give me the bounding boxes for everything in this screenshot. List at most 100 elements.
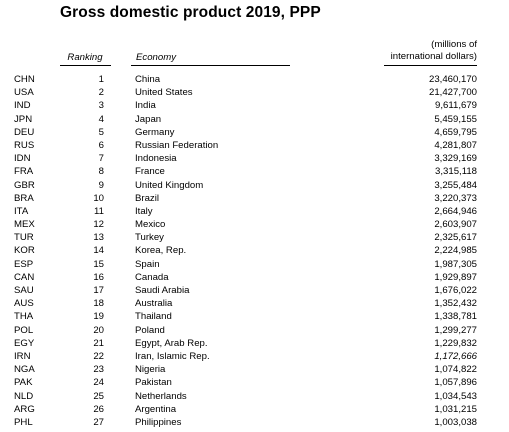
country-code: DEU bbox=[14, 126, 35, 138]
country-code: NLD bbox=[14, 390, 34, 402]
economy-column-header: Economy bbox=[136, 52, 176, 63]
country-code: MEX bbox=[14, 219, 35, 231]
gdp-value-cell: 1,676,022 bbox=[434, 285, 477, 296]
country-code: ITA bbox=[14, 205, 29, 217]
country-code: IND bbox=[14, 100, 31, 112]
economy-cell: Canada bbox=[135, 271, 169, 283]
gdp-value-cell: 3,315,118 bbox=[435, 166, 477, 178]
economy-cell: Netherlands bbox=[135, 390, 187, 402]
gdp-value-cell: 1,034,543 bbox=[434, 390, 477, 402]
gdp-value-cell: 4,281,807 bbox=[434, 139, 477, 151]
gdp-value-cell: 1,987,305 bbox=[434, 258, 477, 270]
country-code: ESP bbox=[14, 258, 34, 270]
economy-cell: Saudi Arabia bbox=[135, 285, 190, 296]
economy-cell: Germany bbox=[135, 126, 175, 138]
country-code: GBR bbox=[14, 179, 35, 191]
gdp-value-cell: 1,929,897 bbox=[434, 271, 477, 283]
economy-cell: Turkey bbox=[135, 232, 164, 244]
rank-cell: 6 bbox=[98, 139, 104, 151]
table-row: IRN 22 Iran, Islamic Rep. 1,172,666 bbox=[0, 350, 509, 363]
country-code: EGY bbox=[14, 337, 35, 349]
economy-cell: Indonesia bbox=[135, 153, 177, 165]
economy-cell: China bbox=[135, 74, 161, 85]
rank-cell: 4 bbox=[98, 113, 104, 125]
gdp-table-body: CHN 1 China 23,460,170 USA 2 United States 21,4… bbox=[0, 73, 509, 429]
economy-header-rule bbox=[131, 65, 290, 66]
country-code: BRA bbox=[14, 192, 34, 204]
units-line-2: international dollars) bbox=[390, 51, 477, 62]
gdp-value-cell: 1,031,215 bbox=[434, 403, 477, 415]
gdp-value-cell: 9,611,679 bbox=[435, 100, 477, 112]
economy-cell: Thailand bbox=[135, 311, 172, 323]
gdp-value-cell: 2,664,946 bbox=[434, 205, 477, 217]
economy-cell: Egypt, Arab Rep. bbox=[135, 337, 208, 349]
rank-cell: 3 bbox=[98, 100, 104, 112]
table-row: IDN 7 Indonesia 3,329,169 bbox=[0, 152, 509, 165]
country-code: PAK bbox=[14, 377, 33, 389]
ranking-column-header: Ranking bbox=[67, 52, 103, 63]
table-row: KOR 14 Korea, Rep. 2,224,985 bbox=[0, 244, 509, 257]
gdp-value-cell: 1,172,666 bbox=[434, 350, 477, 362]
rank-cell: 15 bbox=[93, 258, 104, 270]
rank-cell: 20 bbox=[93, 324, 104, 336]
country-code: TUR bbox=[14, 232, 34, 244]
rank-cell: 2 bbox=[98, 87, 104, 99]
units-column-header: (millions of international dollars) bbox=[391, 39, 477, 63]
country-code: CHN bbox=[14, 74, 35, 85]
rank-cell: 8 bbox=[98, 166, 104, 178]
rank-cell: 21 bbox=[93, 337, 104, 349]
gdp-value-cell: 1,003,038 bbox=[434, 416, 477, 428]
country-code: IDN bbox=[14, 153, 31, 165]
gdp-value-cell: 1,229,832 bbox=[434, 337, 477, 349]
page-title: Gross domestic product 2019, PPP bbox=[60, 4, 321, 21]
table-row: MEX 12 Mexico 2,603,907 bbox=[0, 218, 509, 231]
table-row: EGY 21 Egypt, Arab Rep. 1,229,832 bbox=[0, 337, 509, 350]
country-code: IRN bbox=[14, 350, 31, 362]
gdp-value-cell: 2,224,985 bbox=[434, 245, 477, 257]
table-row: IND 3 India 9,611,679 bbox=[0, 99, 509, 112]
table-row: FRA 8 France 3,315,118 bbox=[0, 165, 509, 178]
country-code: FRA bbox=[14, 166, 34, 178]
economy-cell: United States bbox=[135, 87, 193, 99]
country-code: RUS bbox=[14, 139, 35, 151]
units-line-1: (millions of bbox=[431, 39, 477, 50]
country-code: POL bbox=[14, 324, 34, 336]
country-code: JPN bbox=[14, 113, 33, 125]
gdp-value-cell: 2,325,617 bbox=[434, 232, 477, 244]
table-row: NGA 23 Nigeria 1,074,822 bbox=[0, 363, 509, 376]
rank-cell: 13 bbox=[93, 232, 104, 244]
table-row: DEU 5 Germany 4,659,795 bbox=[0, 126, 509, 139]
table-row: ESP 15 Spain 1,987,305 bbox=[0, 258, 509, 271]
rank-cell: 17 bbox=[93, 285, 104, 296]
economy-cell: Iran, Islamic Rep. bbox=[135, 350, 210, 362]
table-row: RUS 6 Russian Federation 4,281,807 bbox=[0, 139, 509, 152]
table-row: CHN 1 China 23,460,170 bbox=[0, 73, 509, 86]
gdp-value-cell: 3,329,169 bbox=[434, 153, 477, 165]
country-code: KOR bbox=[14, 245, 35, 257]
gdp-value-cell: 23,460,170 bbox=[428, 74, 477, 85]
country-code: PHL bbox=[14, 416, 33, 428]
table-row: ARG 26 Argentina 1,031,215 bbox=[0, 403, 509, 416]
economy-cell: Spain bbox=[135, 258, 160, 270]
rank-cell: 26 bbox=[93, 403, 104, 415]
country-code: CAN bbox=[14, 271, 35, 283]
rank-cell: 5 bbox=[98, 126, 104, 138]
rank-cell: 14 bbox=[93, 245, 104, 257]
table-row: JPN 4 Japan 5,459,155 bbox=[0, 113, 509, 126]
economy-cell: Philippines bbox=[135, 416, 182, 428]
rank-cell: 25 bbox=[93, 390, 104, 402]
value-header-rule bbox=[384, 65, 477, 66]
rank-cell: 10 bbox=[93, 192, 104, 204]
economy-cell: Korea, Rep. bbox=[135, 245, 187, 257]
table-row: POL 20 Poland 1,299,277 bbox=[0, 324, 509, 337]
rank-cell: 19 bbox=[93, 311, 104, 323]
economy-cell: Italy bbox=[135, 205, 153, 217]
table-row: PAK 24 Pakistan 1,057,896 bbox=[0, 376, 509, 389]
rank-cell: 9 bbox=[98, 179, 104, 191]
economy-cell: India bbox=[135, 100, 156, 112]
rank-cell: 23 bbox=[93, 364, 104, 376]
table-row: PHL 27 Philippines 1,003,038 bbox=[0, 416, 509, 429]
table-row: AUS 18 Australia 1,352,432 bbox=[0, 297, 509, 310]
gdp-value-cell: 1,352,432 bbox=[434, 298, 477, 310]
ranking-header-rule bbox=[60, 65, 111, 66]
